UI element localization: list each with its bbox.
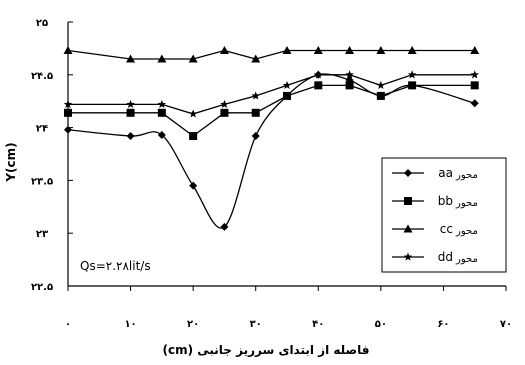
- data-point-bb: [251, 108, 260, 117]
- data-point-bb: [408, 81, 417, 90]
- legend-item-bb: bb محور: [392, 194, 478, 209]
- data-point-bb: [157, 108, 166, 117]
- data-point-cc: [126, 54, 136, 63]
- x-tick-label: ۳۰: [250, 319, 262, 330]
- data-point-cc: [470, 46, 480, 55]
- y-tick-label: ۲۴: [36, 124, 48, 135]
- data-point-cc: [282, 46, 292, 55]
- annotation: Qs=۲.۲۸lit/s: [80, 259, 151, 273]
- x-tick-label: ۶۰: [437, 319, 449, 330]
- data-point-dd: [282, 80, 292, 89]
- x-tick-label: ۴۰: [312, 319, 324, 330]
- data-point-cc: [407, 46, 417, 55]
- data-point-cc: [313, 46, 323, 55]
- x-tick-label: ۲۰: [187, 319, 199, 330]
- data-point-cc: [188, 54, 198, 63]
- data-point-dd: [470, 70, 479, 79]
- series-bb: [64, 81, 479, 141]
- data-point-cc: [219, 46, 229, 55]
- legend-item-aa: aa محور: [392, 166, 478, 181]
- legend-marker-aa: [404, 169, 412, 177]
- data-point-dd: [376, 80, 386, 89]
- series-layer: [63, 46, 480, 231]
- data-point-bb: [376, 91, 385, 100]
- series-line-dd: [68, 74, 475, 115]
- legend-item-dd: dd محور: [392, 250, 478, 265]
- x-tick-label: ۰: [65, 319, 71, 330]
- data-point-bb: [126, 108, 135, 117]
- y-tick-label: ۲۳: [36, 229, 48, 240]
- data-point-dd: [188, 109, 198, 118]
- legend-label-dd: dd: [438, 250, 453, 264]
- data-point-dd: [157, 99, 167, 109]
- series-cc: [63, 46, 480, 63]
- data-point-bb: [470, 81, 479, 90]
- data-point-aa: [189, 181, 198, 190]
- axes: ۲۲.۵ ۲۳ ۲۳.۵ ۲۴ ۲۴.۵ ۲۵ ۰ ۱۰ ۲۰ ۳۰ ۴۰ ۵۰ ۶۰ ۷۰: [31, 18, 512, 330]
- y-tick-label: ۲۲.۵: [31, 282, 53, 293]
- x-tick-label: ۵۰: [375, 319, 387, 330]
- data-point-bb: [220, 108, 229, 117]
- y-axis-title: Y(cm): [4, 142, 18, 182]
- legend-label-fa-cc: محور: [455, 226, 478, 237]
- data-point-aa: [470, 99, 479, 108]
- data-point-dd: [251, 91, 260, 100]
- data-point-cc: [251, 54, 261, 63]
- legend-marker-bb: [404, 197, 412, 205]
- legend-label-fa-bb: محور: [455, 198, 478, 209]
- legend-label-cc: cc: [440, 222, 453, 236]
- data-point-dd: [314, 70, 323, 79]
- data-point-dd: [407, 70, 417, 79]
- data-point-bb: [283, 91, 291, 100]
- series-line-bb: [68, 84, 475, 137]
- legend-marker-dd: [403, 252, 413, 261]
- y-tick-label: ۲۵: [36, 18, 48, 29]
- data-point-bb: [64, 108, 72, 117]
- legend-label-bb: bb: [438, 194, 453, 208]
- data-point-cc: [376, 46, 386, 55]
- series-line-cc: [67, 49, 475, 60]
- data-point-cc: [63, 46, 73, 55]
- legend-label-fa-dd: محور: [455, 254, 478, 265]
- y-tick-label: ۲۴.۵: [31, 71, 53, 82]
- data-point-dd: [63, 99, 73, 109]
- x-tick-label: ۷۰: [500, 319, 512, 330]
- data-point-dd: [220, 99, 229, 109]
- data-point-bb: [314, 81, 323, 90]
- legend-marker-cc: [403, 224, 413, 233]
- legend-label-aa: aa: [438, 166, 453, 180]
- series-dd: [63, 70, 479, 118]
- data-point-aa: [220, 222, 229, 231]
- flow-rate-annotation: Qs=۲.۲۸lit/s: [80, 259, 151, 273]
- data-point-aa: [251, 132, 260, 141]
- data-point-bb: [189, 132, 198, 141]
- data-point-aa: [126, 132, 135, 141]
- data-point-dd: [345, 70, 354, 79]
- x-axis-title: فاصله از ابتدای سرریز جانبی (cm): [162, 343, 369, 357]
- legend-item-cc: cc محور: [392, 222, 478, 237]
- y-tick-label: ۲۳.۵: [31, 176, 53, 187]
- x-tick-label: ۱۰: [124, 319, 136, 330]
- data-point-bb: [345, 81, 354, 90]
- data-point-dd: [126, 99, 135, 109]
- legend-label-fa-aa: محور: [455, 170, 478, 181]
- data-point-aa: [157, 130, 166, 139]
- legend-box: [381, 157, 507, 273]
- data-point-aa: [64, 125, 72, 134]
- data-point-cc: [157, 54, 167, 63]
- data-point-cc: [345, 46, 355, 55]
